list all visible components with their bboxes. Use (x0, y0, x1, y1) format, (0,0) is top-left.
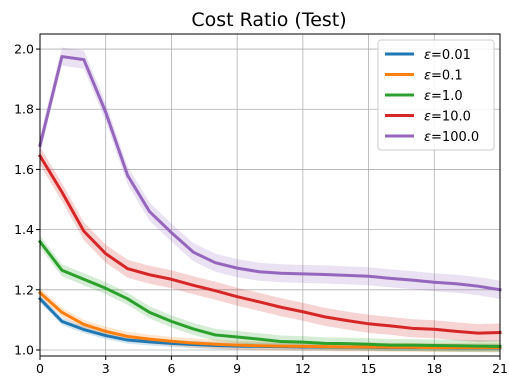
legend-box (377, 39, 495, 151)
x-tick-label: 18 (426, 361, 442, 376)
axis-ticks: 0 3 6 9 12 15 18 21 1.0 1.2 1.4 1.6 1.8 2.0 (14, 42, 508, 376)
legend-label: ε=1.0 (424, 89, 463, 104)
series-band-1 (40, 288, 500, 353)
series-band-4 (40, 47, 500, 299)
y-tick-label: 2.0 (14, 42, 34, 57)
legend-epsilon-prefix: ε (424, 69, 431, 84)
x-tick-label: 15 (361, 361, 377, 376)
x-tick-label: 6 (167, 361, 175, 376)
x-tick-label: 0 (36, 361, 44, 376)
legend-value: =100.0 (431, 130, 479, 145)
y-tick-label: 1.6 (14, 162, 34, 177)
legend-label: ε=0.01 (424, 48, 471, 63)
legend-value: =0.1 (431, 69, 463, 84)
x-tick-label: 21 (492, 361, 508, 376)
series-line-2 (37, 239, 502, 348)
series-band-3 (40, 146, 500, 343)
legend-value: =10.0 (431, 110, 471, 125)
legend-label: ε=0.1 (424, 69, 463, 84)
legend-value: =1.0 (431, 89, 463, 104)
x-tick-label: 9 (233, 361, 241, 376)
x-tick-label: 3 (102, 361, 110, 376)
legend-label: ε=10.0 (424, 110, 471, 125)
y-tick-label: 1.4 (14, 222, 34, 237)
y-tick-label: 1.0 (14, 342, 34, 357)
x-tick-label: 12 (295, 361, 311, 376)
legend-label: ε=100.0 (424, 130, 479, 145)
chart-title: Cost Ratio (Test) (191, 9, 346, 31)
y-tick-label: 1.8 (14, 102, 34, 117)
legend-epsilon-prefix: ε (424, 110, 431, 125)
legend-epsilon-prefix: ε (424, 48, 431, 63)
series-line-1 (37, 290, 502, 350)
legend: ε=0.01ε=0.1ε=1.0ε=10.0ε=100.0 (377, 39, 495, 151)
y-tick-label: 1.2 (14, 282, 34, 297)
legend-value: =0.01 (431, 48, 471, 63)
series-line-4 (38, 55, 502, 292)
plot-frame (39, 33, 501, 357)
series-line-3 (37, 153, 502, 335)
series-lines (37, 55, 502, 350)
series-band-2 (40, 235, 500, 353)
legend-epsilon-prefix: ε (424, 130, 431, 145)
legend-epsilon-prefix: ε (424, 89, 431, 104)
